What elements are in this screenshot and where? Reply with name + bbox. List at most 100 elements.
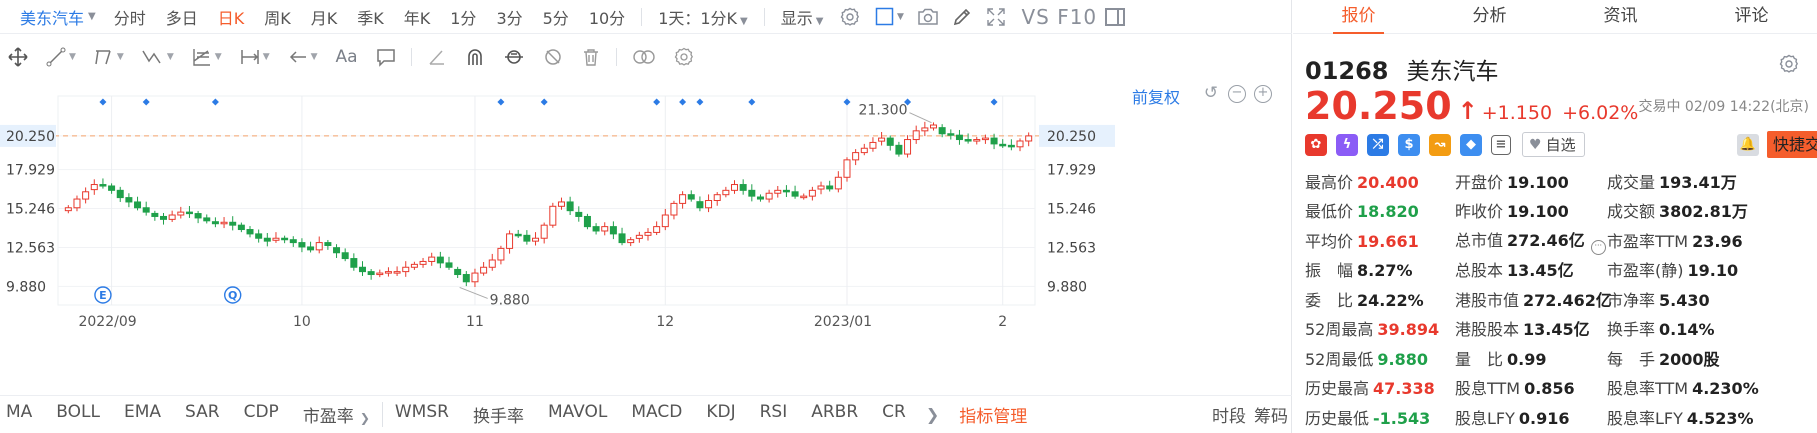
quick-trade-button[interactable]: 快捷交易	[1767, 131, 1817, 158]
candle-body[interactable]	[480, 266, 488, 274]
candle-body[interactable]	[419, 260, 427, 265]
candle-body[interactable]	[765, 192, 773, 200]
candle-body[interactable]	[938, 127, 946, 135]
lightning-icon[interactable]: ϟ	[1336, 133, 1358, 156]
candle-body[interactable]	[90, 184, 98, 191]
candle-body[interactable]	[860, 147, 868, 154]
candle-body[interactable]	[705, 200, 713, 209]
candle-body[interactable]	[878, 137, 886, 142]
vs-f10-button[interactable]: VS F10	[1021, 4, 1098, 29]
event-marker[interactable]	[99, 98, 107, 106]
candle-body[interactable]	[713, 194, 721, 201]
period-tab[interactable]: 5分	[542, 8, 569, 28]
move-icon[interactable]	[8, 47, 28, 67]
candle-body[interactable]	[990, 137, 998, 145]
candle-body[interactable]	[410, 263, 418, 268]
candle-body[interactable]	[921, 127, 929, 132]
indicator-item[interactable]: WMSR	[394, 402, 449, 422]
indicator-scroll-right[interactable]: ❯	[918, 405, 947, 425]
indicator-extra-item[interactable]: 筹码	[1254, 407, 1288, 427]
candle-body[interactable]	[557, 201, 565, 207]
channel-tool-icon[interactable]: ▼	[94, 47, 124, 67]
shuffle-icon[interactable]: ⤮	[1367, 133, 1389, 156]
indicator-item[interactable]: 市盈率 ❯	[291, 402, 383, 427]
candle-body[interactable]	[367, 271, 375, 276]
lock-drawing-icon[interactable]	[503, 47, 525, 67]
drawing-settings-icon[interactable]	[674, 47, 694, 67]
candle-body[interactable]	[402, 266, 410, 273]
period-tab[interactable]: 1分	[450, 8, 477, 28]
candle-body[interactable]	[185, 211, 193, 215]
candle-body[interactable]	[756, 196, 764, 200]
trash-icon[interactable]	[581, 47, 601, 67]
candle-body[interactable]	[774, 189, 782, 194]
tag-icon[interactable]: ◆	[1460, 133, 1482, 156]
indicator-item[interactable]: CDP	[243, 402, 279, 422]
candle-body[interactable]	[583, 215, 591, 228]
candle-body[interactable]	[488, 259, 496, 268]
candle-body[interactable]	[1025, 135, 1033, 142]
candle-body[interactable]	[904, 139, 912, 155]
event-marker[interactable]	[904, 98, 912, 106]
candle-body[interactable]	[679, 194, 687, 204]
candle-body[interactable]	[237, 224, 245, 231]
candle-body[interactable]	[696, 201, 704, 209]
indicator-item[interactable]: EMA	[123, 402, 162, 422]
candle-body[interactable]	[981, 137, 989, 141]
candle-body[interactable]	[246, 229, 254, 235]
trend-icon[interactable]: ↝	[1429, 133, 1451, 156]
event-marker[interactable]	[211, 98, 219, 106]
candle-body[interactable]	[955, 134, 963, 141]
indicator-item[interactable]: MAVOL	[547, 402, 608, 422]
candle-body[interactable]	[462, 274, 470, 283]
stock-selector[interactable]: 美东汽车 ▼	[0, 5, 104, 29]
period-tab[interactable]: 10分	[588, 8, 626, 28]
candlestick-chart[interactable]: 20.250 20.250 17.929 17.929 15.246 15.246 12.5…	[0, 80, 1292, 393]
hk-flag-icon[interactable]: ✿	[1305, 133, 1327, 156]
candle-body[interactable]	[601, 226, 609, 232]
candle-body[interactable]	[177, 211, 185, 216]
fullscreen-icon[interactable]	[984, 5, 1008, 29]
candle-body[interactable]	[289, 239, 297, 244]
angle-tool-icon[interactable]	[427, 47, 447, 67]
event-marker[interactable]	[679, 98, 687, 106]
indicator-item[interactable]: RSI	[759, 402, 788, 422]
candle-body[interactable]	[592, 226, 600, 232]
candle-body[interactable]	[800, 195, 808, 199]
candle-body[interactable]	[428, 256, 436, 262]
candle-body[interactable]	[817, 185, 825, 190]
add-watchlist-button[interactable]: ♥ 自选	[1522, 132, 1585, 157]
candle-body[interactable]	[748, 189, 756, 197]
candle-body[interactable]	[229, 221, 237, 226]
gear-icon[interactable]	[1779, 54, 1799, 78]
event-badge[interactable]	[224, 286, 242, 304]
candle-body[interactable]	[73, 198, 81, 209]
candle-body[interactable]	[912, 130, 920, 141]
candle-body[interactable]	[687, 194, 695, 200]
candle-body[interactable]	[376, 272, 384, 276]
candle-body[interactable]	[618, 233, 626, 244]
candle-body[interactable]	[540, 224, 548, 239]
candle-body[interactable]	[116, 189, 124, 199]
candle-body[interactable]	[151, 212, 159, 217]
indicator-item[interactable]: BOLL	[56, 402, 100, 422]
candle-body[interactable]	[341, 252, 349, 260]
camera-icon[interactable]	[916, 5, 940, 29]
candle-body[interactable]	[644, 231, 652, 236]
candle-body[interactable]	[964, 139, 972, 142]
indicator-item[interactable]: SAR	[185, 402, 220, 422]
quote-tab[interactable]: 报价	[1293, 0, 1424, 34]
hide-drawing-icon[interactable]	[543, 47, 563, 67]
candle-body[interactable]	[220, 221, 228, 225]
period-tab[interactable]: 月K	[310, 8, 338, 28]
zoom-out-icon[interactable]: −	[1228, 85, 1246, 103]
note-tool-icon[interactable]	[376, 47, 396, 67]
candle-body[interactable]	[436, 256, 444, 264]
wave-tool-icon[interactable]: ▼	[142, 47, 174, 67]
candle-body[interactable]	[64, 207, 72, 212]
candle-body[interactable]	[843, 159, 851, 178]
period-tab[interactable]: 年K	[403, 8, 431, 28]
side-panel-icon[interactable]	[1105, 7, 1126, 26]
period-tab[interactable]: 周K	[264, 8, 291, 28]
candle-body[interactable]	[670, 202, 678, 216]
